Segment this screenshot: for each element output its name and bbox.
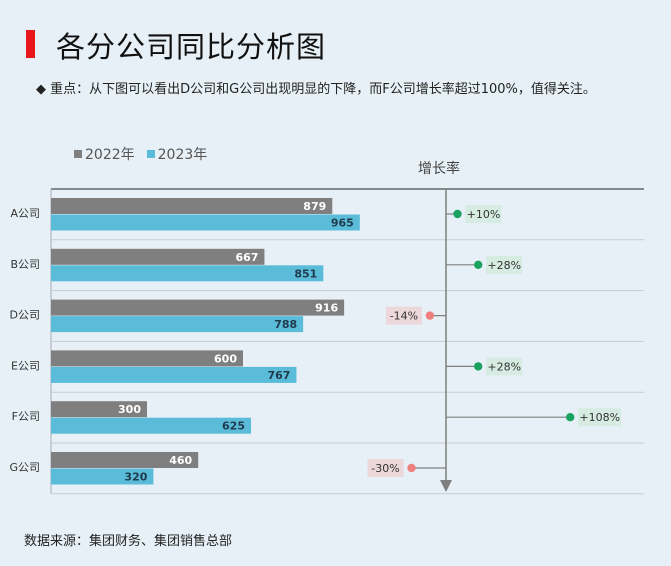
growth-dot <box>474 362 483 371</box>
note-bullet: ◆ <box>36 82 46 97</box>
growth-dot <box>425 311 435 320</box>
category-label: F公司 <box>12 410 40 423</box>
bar-2023 <box>51 214 360 231</box>
bar-2023 <box>51 265 324 282</box>
growth-label: +108% <box>579 411 620 424</box>
bar-label-2023: 625 <box>222 420 245 433</box>
growth-dot <box>566 413 575 422</box>
bar-2022 <box>51 452 199 468</box>
growth-label-bg <box>486 255 523 274</box>
bar-label-2023: 320 <box>124 471 147 484</box>
bar-2022 <box>51 350 243 367</box>
growth-label: -30% <box>371 462 399 475</box>
bar-2022 <box>51 299 345 316</box>
growth-label: +28% <box>487 259 521 272</box>
growth-dot <box>453 209 462 219</box>
growth-label-bg <box>465 205 502 223</box>
bar-2023 <box>51 316 304 333</box>
growth-label: +10% <box>467 208 501 221</box>
page-title: 各分公司同比分析图 <box>56 30 327 64</box>
bar-label-2023: 965 <box>331 217 354 230</box>
bar-2023 <box>51 366 297 383</box>
growth-dot <box>474 260 483 269</box>
bar-label-2022: 879 <box>303 200 326 213</box>
growth-label-bg <box>578 408 622 427</box>
bar-label-2023: 767 <box>267 369 290 382</box>
bar-label-2022: 460 <box>169 454 192 467</box>
legend-label-2023: 2023年 <box>157 147 208 163</box>
category-label: D公司 <box>10 309 40 322</box>
growth-label: +28% <box>487 360 521 373</box>
growth-label-bg <box>486 357 523 376</box>
growth-label-bg <box>385 306 422 325</box>
category-label: E公司 <box>11 359 40 372</box>
data-source: 数据来源：集团财务、集团销售总部 <box>24 534 233 549</box>
note-text: 重点：从下图可以看出D公司和G公司出现明显的下降，而F公司增长率超过100%，值… <box>50 82 596 97</box>
bar-2023 <box>51 417 251 434</box>
bar-label-2022: 600 <box>214 352 237 365</box>
category-label: G公司 <box>9 461 40 474</box>
title-accent-bar <box>26 30 35 58</box>
bar-label-2022: 300 <box>118 403 141 416</box>
growth-label-bg <box>367 459 404 477</box>
bar-2022 <box>51 248 265 265</box>
legend-swatch-2023 <box>146 150 155 158</box>
category-label: B公司 <box>10 258 40 271</box>
legend-item-2023: 2023年 <box>146 144 208 164</box>
category-label: A公司 <box>10 207 40 220</box>
chart-legend: 2022年 2023年 <box>74 144 207 164</box>
bar-2022 <box>51 401 147 418</box>
bar-label-2022: 916 <box>315 302 338 315</box>
growth-axis-arrow <box>440 480 452 492</box>
legend-item-2022: 2022年 <box>74 144 135 164</box>
bar-label-2022: 667 <box>235 251 258 264</box>
growth-label: -14% <box>390 310 418 323</box>
bar-label-2023: 851 <box>294 267 317 280</box>
bar-label-2023: 788 <box>274 318 297 331</box>
note: ◆ 重点：从下图可以看出D公司和G公司出现明显的下降，而F公司增长率超过100%… <box>36 80 596 99</box>
growth-axis-title: 增长率 <box>418 161 460 177</box>
legend-label-2022: 2022年 <box>85 147 135 163</box>
growth-dot <box>407 463 416 473</box>
bar-2023 <box>51 468 154 485</box>
bar-2022 <box>51 198 333 214</box>
legend-swatch-2022 <box>74 150 82 158</box>
